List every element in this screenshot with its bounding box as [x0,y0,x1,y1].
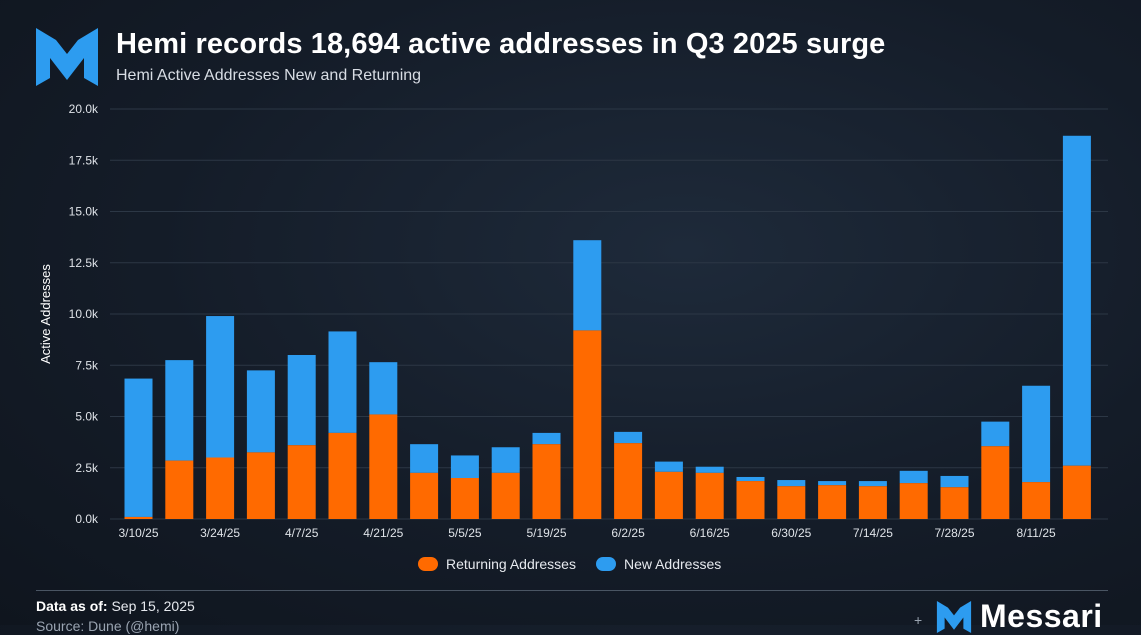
x-tick-label: 4/7/25 [285,526,319,540]
legend-label-new: New Addresses [623,556,722,572]
y-tick-label: 15.0k [69,205,99,219]
y-tick-label: 10.0k [69,307,99,321]
x-tick-label: 4/21/25 [363,526,403,540]
bar-returning-8/4/25 [981,446,1010,519]
bar-returning-5/19/25 [532,444,561,519]
bar-new-8/4/25 [981,421,1010,447]
bar-returning-3/31/25 [246,452,275,519]
bar-new-6/16/25 [695,466,724,473]
bar-new-4/28/25 [410,444,439,473]
y-tick-label: 2.5k [75,461,99,475]
x-tick-label: 3/10/25 [118,526,158,540]
y-tick-label: 12.5k [69,256,99,270]
plus-icon: + [914,612,923,628]
legend-swatch-returning [418,557,438,571]
legend-label-returning: Returning Addresses [446,556,576,572]
bar-new-6/30/25 [777,480,806,487]
legend-swatch-new [595,557,616,571]
bar-returning-3/24/25 [206,457,235,519]
bar-returning-7/14/25 [858,486,887,519]
y-tick-label: 0.0k [75,512,99,526]
x-tick-label: 5/5/25 [448,526,482,540]
page-title: Hemi records 18,694 active addresses in … [116,28,886,60]
bar-new-4/21/25 [369,362,398,415]
x-tick-label: 7/14/25 [853,526,893,540]
source-note: Source: Dune (@hemi) [36,618,180,634]
data-as-of: Data as of: Sep 15, 2025 [36,598,195,614]
bar-new-5/19/25 [532,432,561,445]
bar-new-5/26/25 [573,240,602,331]
bar-returning-5/5/25 [450,478,479,519]
x-tick-label: 6/30/25 [771,526,811,540]
bar-new-8/18/25 [1062,135,1091,466]
bar-new-7/14/25 [858,481,887,487]
bar-returning-4/21/25 [369,414,398,519]
bar-returning-7/21/25 [899,483,928,519]
bar-returning-8/11/25 [1022,482,1051,519]
x-tick-label: 7/28/25 [934,526,974,540]
bar-new-4/14/25 [328,331,357,433]
chart-legend: Returning Addresses New Addresses [418,556,741,572]
bar-new-3/10/25 [124,378,153,517]
stacked-bar-chart: 0.0k 2.5k 5.0k 7.5k 10.0k 12.5k 15.0k 17.5k 20.0… [38,102,1108,540]
x-tick-label: 6/2/25 [611,526,645,540]
bar-new-5/5/25 [450,455,479,478]
data-as-of-label: Data as of: [36,598,108,614]
messari-logo-icon [936,600,972,633]
bar-returning-6/30/25 [777,486,806,519]
bar-returning-3/10/25 [124,516,153,519]
x-tick-label: 6/16/25 [690,526,730,540]
bar-new-3/17/25 [165,360,194,461]
bar-returning-5/26/25 [573,330,602,519]
bar-returning-4/28/25 [410,472,439,519]
bar-new-7/7/25 [818,481,847,486]
bar-new-4/7/25 [287,355,316,446]
y-tick-label: 17.5k [69,153,99,167]
legend-item-returning[interactable]: Returning Addresses [418,556,576,572]
x-tick-label: 8/11/25 [1017,526,1056,540]
bar-new-7/21/25 [899,470,928,484]
footer-divider [36,590,1108,591]
y-tick-label: 7.5k [75,358,99,372]
hemi-logo [36,28,98,86]
page-subtitle: Hemi Active Addresses New and Returning [116,67,422,84]
bar-returning-5/12/25 [491,472,520,519]
bar-returning-7/28/25 [940,487,969,519]
x-tick-label: 5/19/25 [526,526,566,540]
messari-wordmark: Messari [980,598,1103,634]
bar-returning-6/16/25 [695,472,724,519]
bar-returning-4/14/25 [328,432,357,519]
bar-returning-6/9/25 [654,471,683,519]
bar-returning-3/17/25 [165,460,194,519]
x-tick-label: 3/24/25 [200,526,240,540]
bar-new-6/23/25 [736,476,765,482]
bar-new-7/28/25 [940,475,969,488]
legend-item-new[interactable]: New Addresses [595,556,722,572]
bar-new-5/12/25 [491,447,520,473]
y-axis-label: Active Addresses [38,264,53,364]
bar-new-6/2/25 [614,431,643,444]
bar-new-6/9/25 [654,461,683,472]
messari-brand: Messari [936,598,1103,635]
bar-new-3/31/25 [246,370,275,453]
bar-returning-4/7/25 [287,445,316,519]
bar-returning-8/18/25 [1062,465,1091,519]
bar-new-8/11/25 [1022,385,1051,483]
data-as-of-value: Sep 15, 2025 [111,598,195,614]
bar-returning-7/7/25 [818,485,847,519]
bar-returning-6/2/25 [614,443,643,519]
bar-new-3/24/25 [206,316,235,458]
y-tick-label: 20.0k [69,102,99,116]
y-tick-label: 5.0k [75,410,99,424]
logo-mark [36,28,98,86]
bar-returning-6/23/25 [736,481,765,519]
